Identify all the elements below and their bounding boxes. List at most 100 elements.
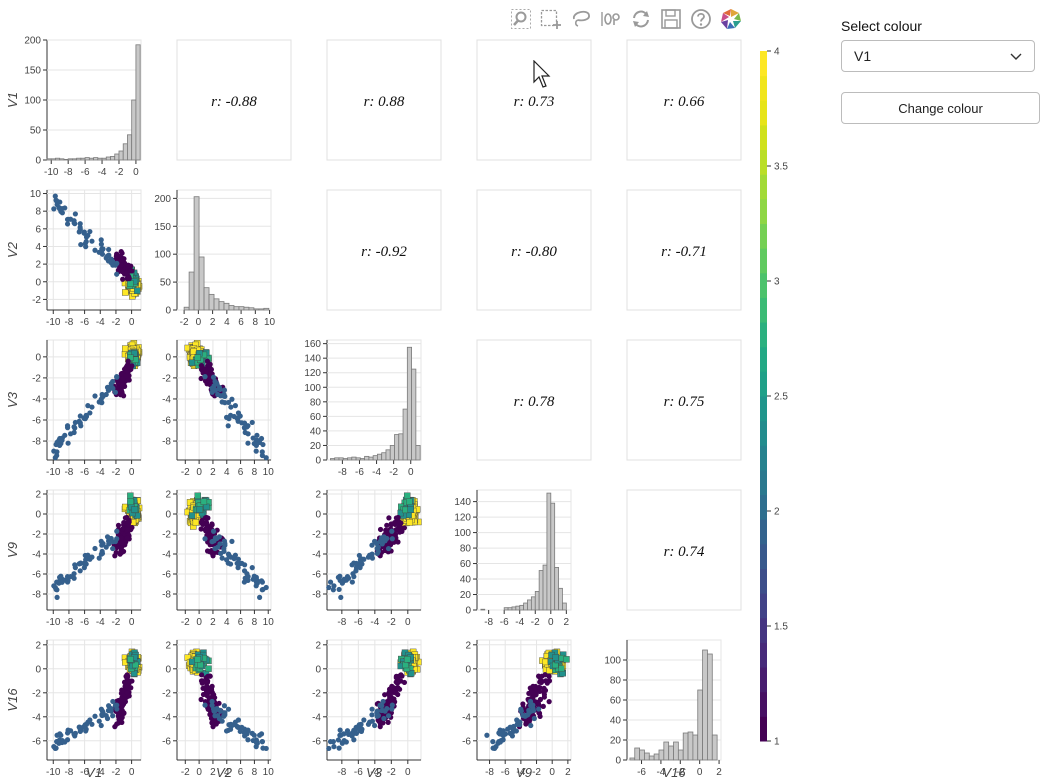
colorbar-swatch xyxy=(760,198,767,224)
lasso-select-tool[interactable] xyxy=(568,6,594,32)
histogram-bar-V9 xyxy=(538,570,544,611)
scatter-point-circle xyxy=(114,536,120,542)
histogram-bar-V3 xyxy=(368,456,374,461)
x-tick-label: -10 xyxy=(46,467,61,478)
scatter-point-circle xyxy=(249,565,255,571)
scatter-point-circle xyxy=(67,431,74,437)
scatter-point-circle xyxy=(208,686,215,692)
reset-tool[interactable] xyxy=(628,6,654,32)
x-tick-label: -4 xyxy=(96,467,105,478)
colorbar-swatch xyxy=(760,617,767,643)
scatter-point-square xyxy=(205,665,212,672)
scatter-point-square xyxy=(563,656,570,663)
scatter-point-circle xyxy=(253,579,260,585)
scatter-point-circle xyxy=(326,584,332,591)
scatter-point-circle xyxy=(546,699,552,705)
y-tick-label: -2 xyxy=(32,295,41,306)
correlation-label-V1-V9: r: 0.73 xyxy=(514,94,555,110)
scatter-point-circle xyxy=(235,415,241,421)
scatter-point-circle xyxy=(389,702,395,708)
scatter-point-circle xyxy=(89,404,95,410)
scatter-point-circle xyxy=(225,551,232,557)
scatter-point-circle xyxy=(388,696,394,703)
scatter-point-circle xyxy=(389,528,395,534)
scatter-point-circle xyxy=(225,706,232,712)
colorbar-swatch xyxy=(760,642,767,668)
x-tick-label: -2 xyxy=(111,617,120,628)
scatter-point-square xyxy=(131,350,138,357)
y-tick-label: -2 xyxy=(462,688,471,699)
histogram-bar-V1 xyxy=(122,143,128,161)
colorbar-swatch xyxy=(760,445,767,471)
scatter-point-circle xyxy=(204,358,211,364)
y-tick-label: -2 xyxy=(312,688,321,699)
y-tick-label: 40 xyxy=(460,575,472,586)
colour-select-dropdown[interactable]: V1 xyxy=(841,40,1035,72)
colorbar-swatch xyxy=(760,716,767,742)
x-tick-label: -2 xyxy=(181,767,190,778)
scatter-point-circle xyxy=(541,691,548,698)
scatter-point-circle xyxy=(125,275,132,281)
x-tick-label: -6 xyxy=(80,467,89,478)
y-tick-label: 60 xyxy=(460,559,472,570)
histogram-bar-V2 xyxy=(258,308,265,311)
scatter-point-circle xyxy=(357,565,363,571)
scatter-point-circle xyxy=(371,722,378,729)
scatter-point-circle xyxy=(330,587,336,593)
y-tick-label: -6 xyxy=(32,416,41,427)
y-tick-label: 0 xyxy=(35,664,41,675)
y-tick-label: 140 xyxy=(304,354,321,365)
correlation-label-V2-V16: r: -0.71 xyxy=(661,244,707,260)
scatter-point-circle xyxy=(110,698,116,705)
y-tick-label: -4 xyxy=(312,712,321,723)
scatter-point-circle xyxy=(210,374,217,380)
y-tick-label: -6 xyxy=(32,736,41,747)
scatter-point-circle xyxy=(530,695,536,701)
reset-icon xyxy=(633,10,649,28)
scatter-point-circle xyxy=(81,229,87,235)
scatter-point-circle xyxy=(214,535,220,542)
scatter-point-circle xyxy=(522,713,528,719)
scatter-point-circle xyxy=(263,455,269,461)
y-axis-title-V16: V16 xyxy=(5,688,20,712)
colorbar-swatch xyxy=(760,346,767,372)
change-colour-button[interactable]: Change colour xyxy=(841,92,1040,124)
scatter-point-circle xyxy=(353,560,359,566)
save-tool[interactable] xyxy=(658,6,684,32)
scatter-point-circle xyxy=(114,374,120,380)
scatter-point-circle xyxy=(369,712,375,718)
x-tick-label: -4 xyxy=(370,767,379,778)
scatter-point-circle xyxy=(357,728,364,734)
scatter-matrix-plot[interactable]: 0 50 100 150 200 -10 -8 -6 -4 -2 0 r: -0.88 r: 0.88 r… xyxy=(0,34,790,783)
scatter-point-circle xyxy=(369,718,376,724)
scatter-point-circle xyxy=(235,565,241,571)
y-tick-label: 100 xyxy=(24,96,41,107)
y-axis-title-V2: V2 xyxy=(5,241,20,258)
x-tick-label: -2 xyxy=(532,767,541,778)
histogram-bar-V2 xyxy=(263,307,270,311)
help-tool[interactable] xyxy=(688,6,714,32)
histogram-bar-V16 xyxy=(648,755,655,761)
colorbar-swatch xyxy=(760,396,767,422)
hover-tool[interactable] xyxy=(598,6,624,32)
y-tick-label: 60 xyxy=(610,696,622,707)
histogram-bar-V16 xyxy=(682,732,689,761)
histogram-bar-V2 xyxy=(238,306,245,311)
box-select-tool[interactable] xyxy=(538,6,564,32)
x-tick-label: -4 xyxy=(98,167,107,178)
box-zoom-tool[interactable] xyxy=(508,6,534,32)
scatter-point-circle xyxy=(125,377,131,383)
scatter-point-circle xyxy=(51,206,57,212)
bokeh-logo[interactable] xyxy=(718,6,744,32)
scatter-point-circle xyxy=(385,545,392,552)
cell-V1-V16-frame xyxy=(626,39,742,161)
scatter-point-square xyxy=(542,658,549,666)
x-tick-label: 2 xyxy=(210,317,216,328)
scatter-point-circle xyxy=(386,515,392,521)
histogram-bar-V2 xyxy=(213,298,220,311)
x-tick-label: -10 xyxy=(46,317,61,328)
x-axis-title-V2: V2 xyxy=(216,765,233,780)
bokeh-logo-icon xyxy=(721,9,741,29)
scatter-point-circle xyxy=(249,419,255,426)
